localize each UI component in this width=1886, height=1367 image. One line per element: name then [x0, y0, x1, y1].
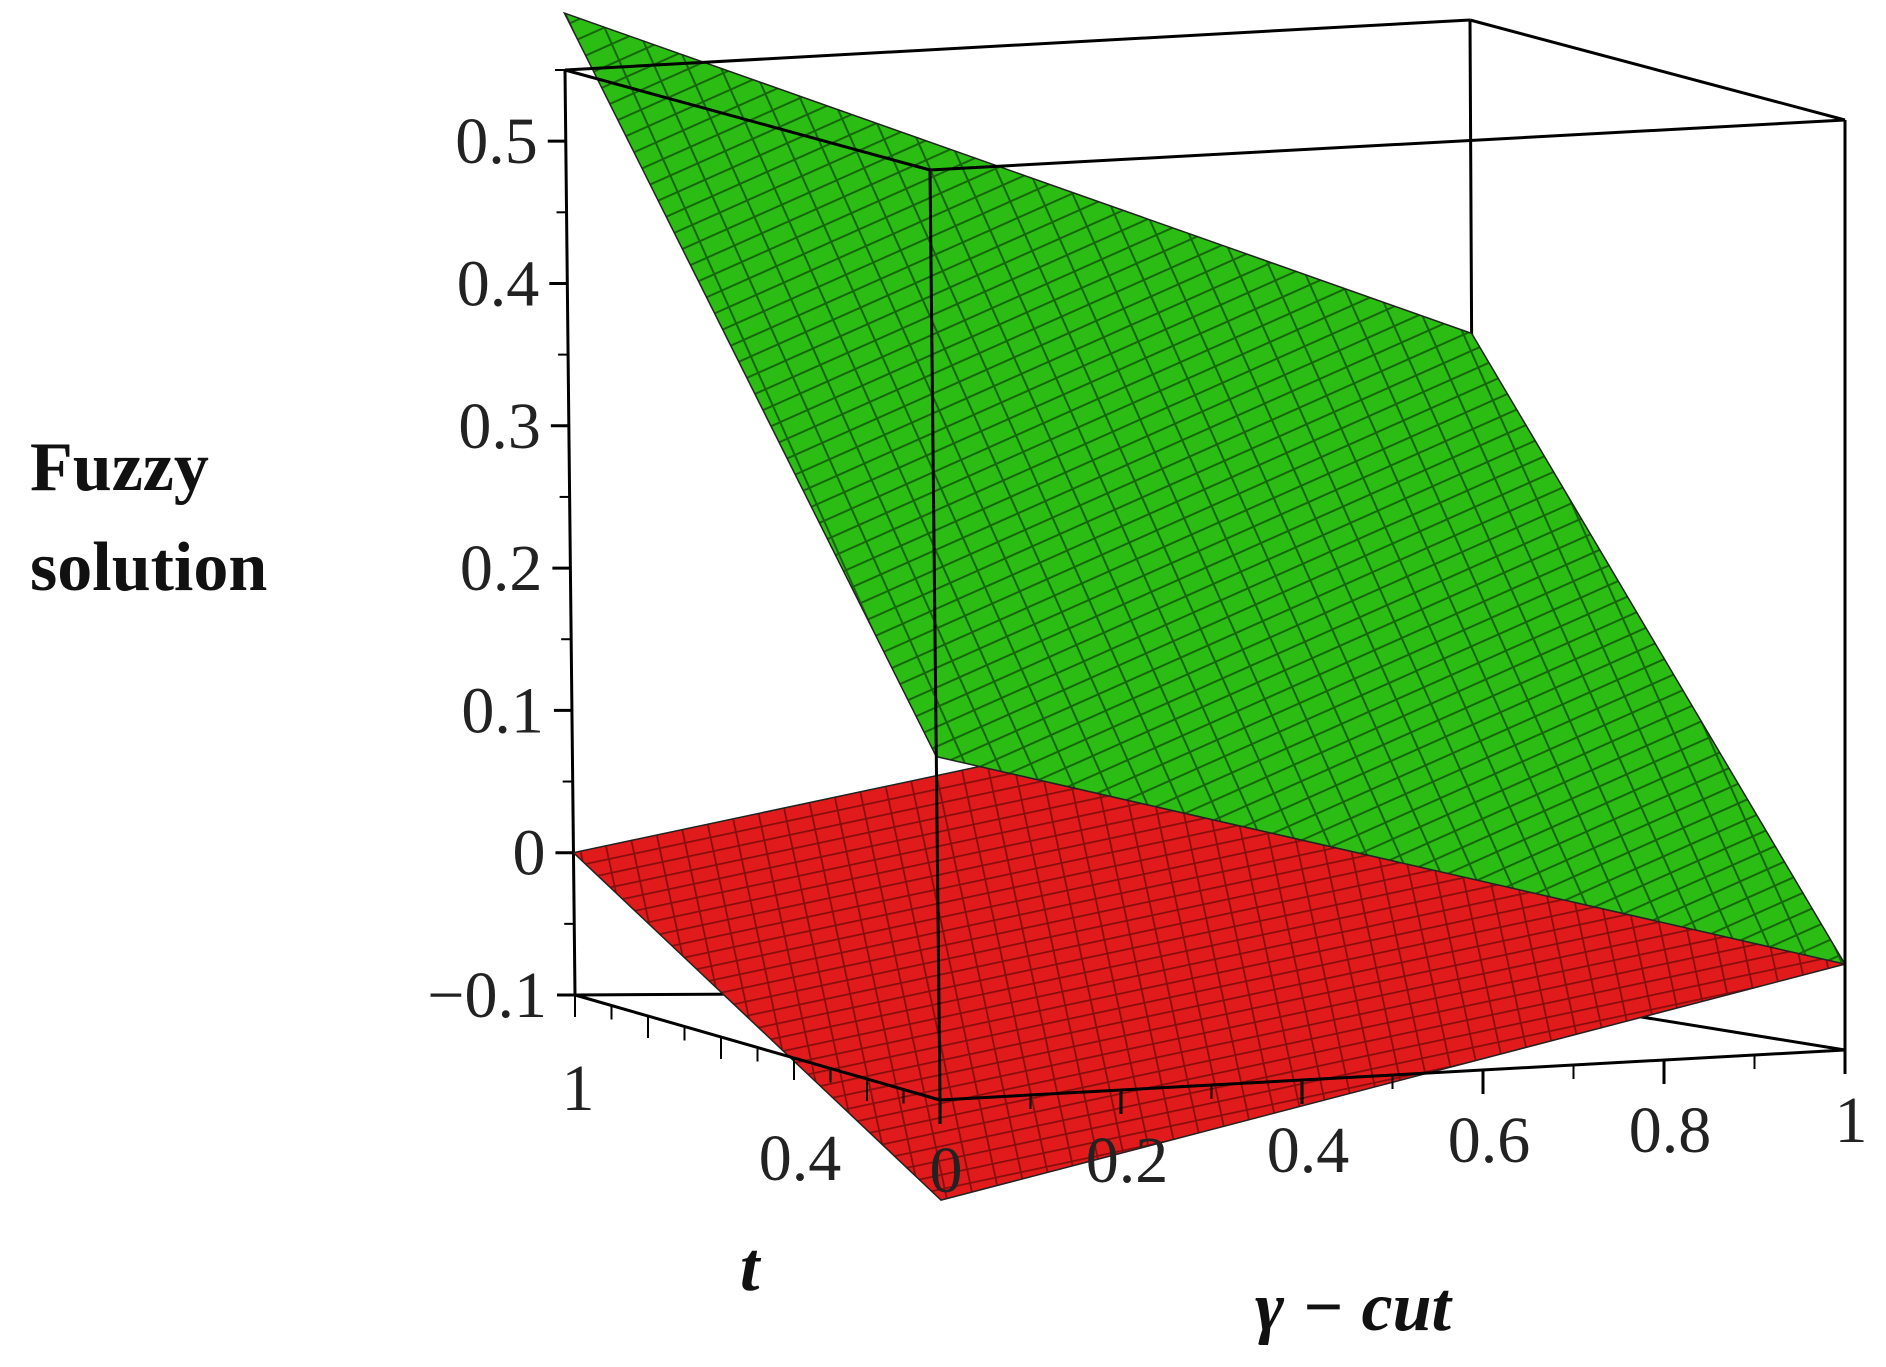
gamma-cut-axis-title: γ − cut [1255, 1269, 1454, 1346]
box-front-edges [564, 18, 1847, 1102]
green-surface [562, 11, 1847, 966]
x-tick-label: 0.6 [1448, 1104, 1531, 1177]
t-axis-title: t [740, 1229, 762, 1306]
x-tick-label: 0.8 [1629, 1094, 1712, 1167]
z-tick-label: 0.1 [461, 674, 544, 747]
y-tick-label: 1 [562, 1052, 595, 1125]
z-tick-label: 0.2 [460, 532, 543, 605]
z-axis-title-line2: solution [30, 529, 267, 606]
x-tick-label: 0.4 [1267, 1114, 1350, 1187]
x-axis-ticks: 0 0.2 0.4 0.6 0.8 1 [930, 1050, 1868, 1207]
box-edge [563, 69, 577, 996]
box-edge [1469, 18, 1846, 122]
box-edge [564, 18, 1471, 72]
x-tick-label: 1 [1835, 1084, 1868, 1157]
x-tick-label: 0.2 [1086, 1124, 1169, 1197]
box-edge [928, 169, 942, 1101]
box-edge [564, 68, 931, 172]
box-edge [929, 118, 1846, 172]
z-tick-label: 0.4 [457, 247, 540, 320]
z-tick-label: −0.1 [427, 959, 547, 1032]
z-axis-title-line1: Fuzzy [30, 429, 209, 506]
x-tick-label: 0 [930, 1134, 963, 1207]
z-tick-label: 0.5 [455, 105, 538, 178]
z-tick-label: 0.3 [458, 390, 541, 463]
surfaces [562, 11, 1847, 1201]
z-axis-ticks: 0.5 0.4 0.3 0.2 0.1 0 −0.1 [427, 69, 575, 1032]
y-tick-label: 0.4 [759, 1122, 842, 1195]
z-tick-label: 0 [512, 817, 545, 890]
y-axis-ticks: 10.4 [562, 995, 941, 1195]
